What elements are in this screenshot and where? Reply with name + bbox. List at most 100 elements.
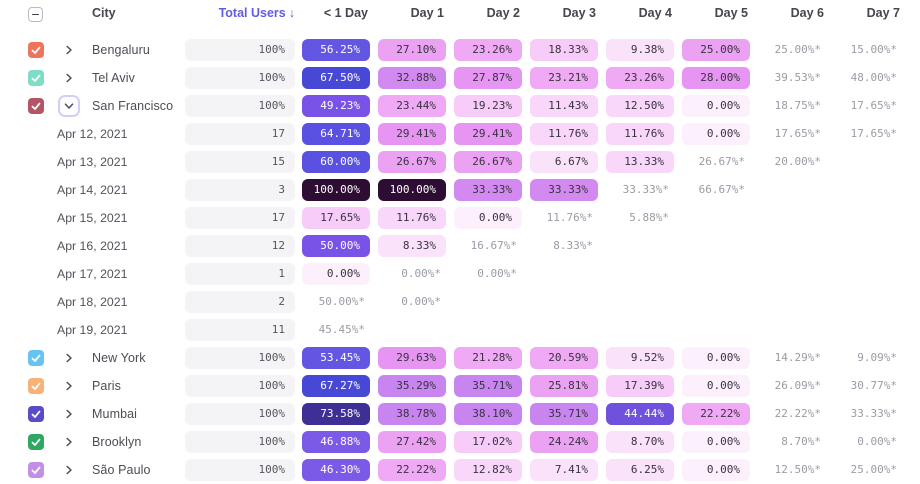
retention-value: 33.33% [530, 179, 598, 201]
row-checkbox-mumbai[interactable] [28, 406, 44, 422]
retention-value: 21.28% [454, 347, 522, 369]
total-users-cell: 12 [185, 235, 295, 257]
total-users-cell: 100% [185, 347, 295, 369]
table-header: City Total Users ↓ < 1 Day Day 1 Day 2 Da… [0, 0, 920, 36]
retention-value: 44.44% [606, 403, 674, 425]
retention-value: 23.26% [606, 67, 674, 89]
retention-value: 46.30% [302, 459, 370, 481]
retention-day-2-cell: 0.00% [454, 207, 530, 229]
retention-day-0-cell: 50.00%* [302, 291, 378, 313]
retention-value: 17.65% [302, 207, 370, 229]
retention-day-0-cell: 60.00% [302, 151, 378, 173]
row-checkbox-brooklyn[interactable] [28, 434, 44, 450]
retention-value-incomplete: 17.65%* [850, 99, 897, 112]
retention-value-incomplete: 0.00%* [401, 295, 441, 308]
date-row-apr-15-2021: Apr 15, 2021 17 17.65% 11.76% 0.00% 11.76%* 5.… [0, 204, 920, 232]
retention-value-incomplete: 39.53%* [774, 71, 821, 84]
retention-value: 23.21% [530, 67, 598, 89]
row-checkbox-tel-aviv[interactable] [28, 70, 44, 86]
retention-value-incomplete: 25.00%* [774, 43, 821, 56]
column-header-day-6[interactable]: Day 6 [790, 6, 824, 20]
cohort-date-label: Apr 17, 2021 [57, 267, 128, 281]
cohort-date-label: Apr 18, 2021 [57, 295, 128, 309]
expand-chevron-tel-aviv[interactable] [64, 73, 74, 83]
expand-chevron-brooklyn[interactable] [64, 437, 74, 447]
retention-value: 27.87% [454, 67, 522, 89]
collapse-chevron-san-francisco[interactable] [58, 95, 80, 117]
total-users-cell: 2 [185, 291, 295, 313]
city-label: São Paulo [92, 463, 151, 477]
sort-descending-icon: ↓ [288, 6, 295, 20]
retention-value: 11.76% [606, 123, 674, 145]
row-checkbox-sao-paulo[interactable] [28, 462, 44, 478]
date-row-apr-12-2021: Apr 12, 2021 17 64.71% 29.41% 29.41% 11.76% 11… [0, 120, 920, 148]
retention-value: 38.10% [454, 403, 522, 425]
retention-day-5-cell: 22.22% [682, 403, 758, 425]
cohort-date-label: Apr 12, 2021 [57, 127, 128, 141]
retention-day-3-cell: 6.67% [530, 151, 606, 173]
retention-value: 8.33% [378, 235, 446, 257]
total-users-cell: 100% [185, 95, 295, 117]
column-header-total-users[interactable]: Total Users ↓ [185, 6, 295, 20]
column-header-day-7[interactable]: Day 7 [866, 6, 900, 20]
column-header-day-5[interactable]: Day 5 [714, 6, 748, 20]
retention-day-7-cell: 30.77%* [834, 375, 910, 397]
expand-chevron-new-york[interactable] [64, 353, 74, 363]
retention-value-incomplete: 8.70%* [781, 435, 821, 448]
retention-day-2-cell: 21.28% [454, 347, 530, 369]
retention-day-0-cell: 64.71% [302, 123, 378, 145]
retention-day-2-cell: 26.67% [454, 151, 530, 173]
retention-value-incomplete: 48.00%* [850, 71, 897, 84]
retention-day-1-cell: 11.76% [378, 207, 454, 229]
column-header-day-2[interactable]: Day 2 [486, 6, 520, 20]
retention-value: 0.00% [682, 459, 750, 481]
total-users-cell: 3 [185, 179, 295, 201]
retention-value: 33.33% [454, 179, 522, 201]
retention-day-1-cell: 38.78% [378, 403, 454, 425]
retention-day-1-cell: 0.00%* [378, 263, 454, 285]
retention-day-3-cell: 20.59% [530, 347, 606, 369]
retention-value-incomplete: 33.33%* [850, 407, 897, 420]
date-row-apr-13-2021: Apr 13, 2021 15 60.00% 26.67% 26.67% 6.67% 13.… [0, 148, 920, 176]
retention-value-incomplete: 16.67%* [470, 239, 517, 252]
retention-value: 22.22% [378, 459, 446, 481]
retention-value: 29.41% [454, 123, 522, 145]
expand-chevron-sao-paulo[interactable] [64, 465, 74, 475]
expand-chevron-bengaluru[interactable] [64, 45, 74, 55]
total-users-cell: 15 [185, 151, 295, 173]
retention-value: 8.70% [606, 431, 674, 453]
retention-day-0-cell: 46.30% [302, 459, 378, 481]
retention-day-2-cell: 12.82% [454, 459, 530, 481]
total-users-cell: 100% [185, 39, 295, 61]
row-checkbox-new-york[interactable] [28, 350, 44, 366]
column-header-day-1[interactable]: Day 1 [410, 6, 444, 20]
total-users-cell: 11 [185, 319, 295, 341]
retention-day-0-cell: 53.45% [302, 347, 378, 369]
retention-value: 38.78% [378, 403, 446, 425]
retention-value: 22.22% [682, 403, 750, 425]
column-header-lt-1-day[interactable]: < 1 Day [323, 6, 368, 20]
retention-day-6-cell: 20.00%* [758, 151, 834, 173]
select-all-checkbox[interactable] [28, 7, 43, 22]
column-header-day-3[interactable]: Day 3 [562, 6, 596, 20]
cohort-date-label: Apr 15, 2021 [57, 211, 128, 225]
row-checkbox-paris[interactable] [28, 378, 44, 394]
retention-value: 11.43% [530, 95, 598, 117]
retention-value: 13.33% [606, 151, 674, 173]
column-header-day-4[interactable]: Day 4 [638, 6, 672, 20]
retention-value-incomplete: 26.67%* [698, 155, 745, 168]
expand-chevron-mumbai[interactable] [64, 409, 74, 419]
retention-value: 0.00% [682, 123, 750, 145]
row-checkbox-san-francisco[interactable] [28, 98, 44, 114]
retention-value: 46.88% [302, 431, 370, 453]
retention-value: 100.00% [378, 179, 446, 201]
expand-chevron-paris[interactable] [64, 381, 74, 391]
retention-day-4-cell: 9.52% [606, 347, 682, 369]
retention-day-6-cell: 8.70%* [758, 431, 834, 453]
retention-value: 23.26% [454, 39, 522, 61]
retention-day-2-cell: 38.10% [454, 403, 530, 425]
retention-day-3-cell: 18.33% [530, 39, 606, 61]
row-checkbox-bengaluru[interactable] [28, 42, 44, 58]
retention-day-7-cell: 33.33%* [834, 403, 910, 425]
column-header-city[interactable]: City [92, 6, 116, 20]
